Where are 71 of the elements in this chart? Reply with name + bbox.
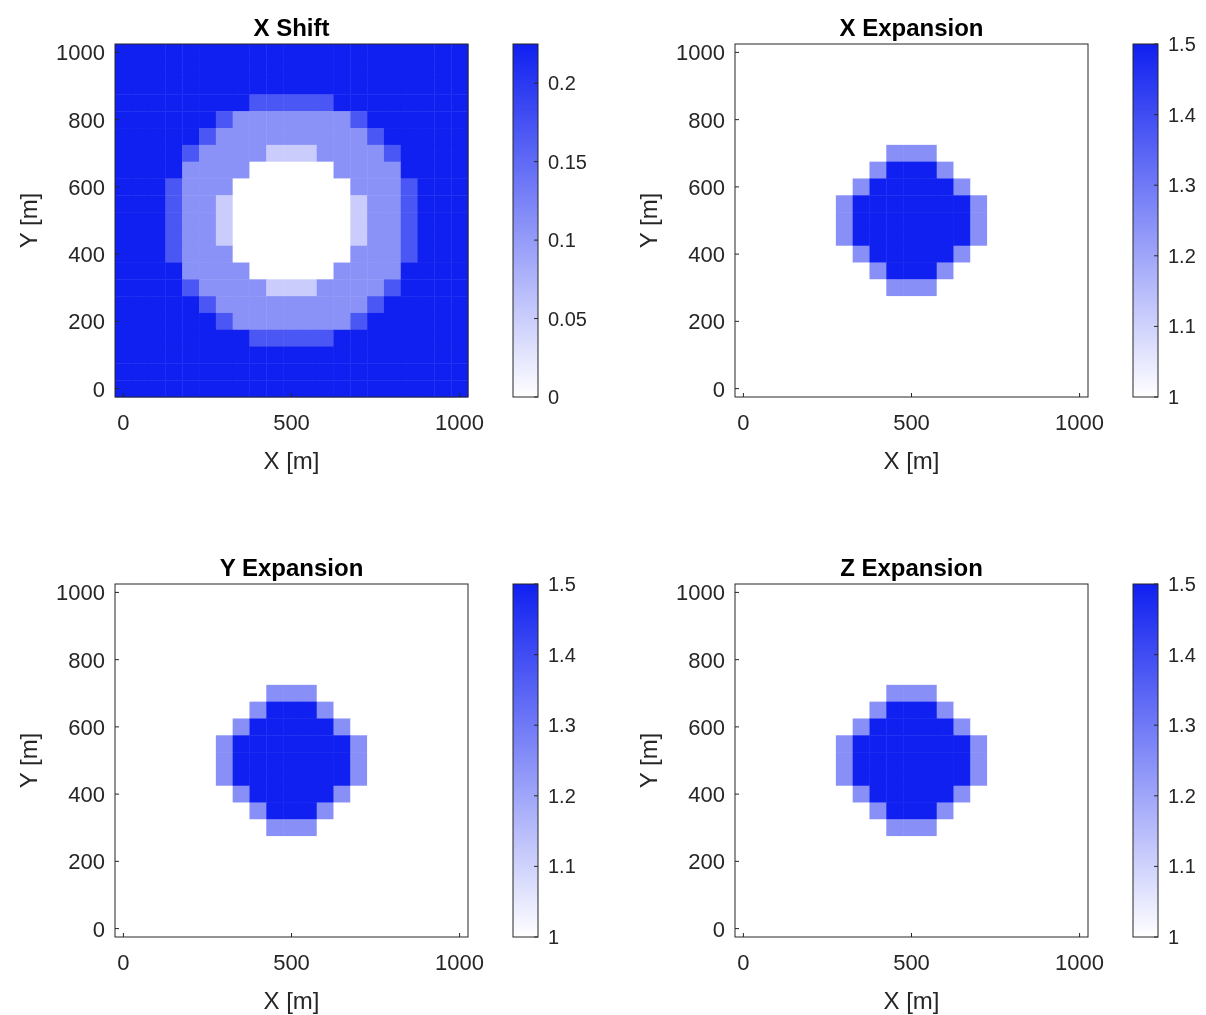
color-bar-label: 1.3 [1168, 174, 1196, 197]
y-axis-title: Y [m] [15, 732, 42, 789]
y-tick-label: 0 [92, 376, 105, 402]
color-bar-label: 1.1 [1168, 315, 1196, 338]
color-bar-label: 0.15 [548, 150, 587, 173]
x-tick-label: 500 [273, 410, 310, 435]
y-tick-label: 600 [68, 714, 105, 740]
y-tick-label: 400 [688, 782, 725, 808]
color-bar-label: 1.4 [1168, 103, 1196, 126]
color-bar-label: 1 [1168, 926, 1180, 948]
x-tick-label: 500 [893, 410, 930, 435]
x-axis-title: X [m] [263, 447, 320, 474]
y-tick-label: 200 [68, 309, 105, 335]
y-tick-label: 200 [688, 309, 725, 335]
chart-title: Z Expansion [840, 554, 983, 581]
y-axis-title: Y [m] [635, 732, 662, 789]
color-bar-label: 1.3 [1168, 714, 1196, 737]
color-bar-label: 1.1 [548, 855, 576, 878]
y-tick-label: 200 [68, 849, 105, 875]
chart-title: X Shift [253, 14, 330, 41]
y-tick-label: 1000 [56, 40, 105, 66]
color-bar-label: 0.1 [548, 229, 576, 252]
y-axis-title: Y [m] [635, 192, 662, 249]
color-bar-label: 1.2 [1168, 244, 1196, 267]
color-bar-label: 1.1 [1168, 855, 1196, 878]
color-bar-label: 1 [548, 926, 560, 948]
color-bar-label: 1.4 [1168, 643, 1196, 666]
y-tick-label: 0 [712, 916, 725, 942]
x-axis-title: X [m] [263, 987, 320, 1014]
y-axis-title: Y [m] [15, 192, 42, 249]
x-tick-label: 500 [273, 950, 310, 975]
x-tick-label: 0 [737, 410, 750, 435]
color-bar-label: 0 [548, 386, 560, 408]
chart-title: Y Expansion [219, 554, 364, 581]
color-bar-label: 1.5 [1168, 573, 1196, 595]
color-bar-label: 0.2 [548, 72, 576, 95]
y-tick-label: 800 [688, 647, 725, 673]
y-tick-label: 800 [68, 647, 105, 673]
x-tick-label: 1000 [435, 410, 485, 435]
color-bar-label: 1.5 [548, 573, 576, 595]
y-tick-label: 0 [92, 916, 105, 942]
x-tick-label: 1000 [1055, 410, 1105, 435]
color-bar-label: 0.05 [548, 307, 587, 330]
y-tick-label: 400 [688, 242, 725, 268]
chart-title: X Expansion [839, 14, 984, 41]
x-tick-label: 0 [737, 950, 750, 975]
color-bar-label: 1.5 [1168, 33, 1196, 55]
x-axis-title: X [m] [883, 987, 940, 1014]
color-bar-label: 1.4 [548, 643, 576, 666]
x-tick-label: 1000 [435, 950, 485, 975]
color-bar-label: 1 [1168, 386, 1180, 408]
y-tick-label: 1000 [676, 580, 725, 606]
y-tick-label: 600 [688, 174, 725, 200]
x-tick-label: 1000 [1055, 950, 1105, 975]
y-tick-label: 1000 [676, 40, 725, 66]
y-tick-label: 800 [688, 107, 725, 133]
color-bar-label: 1.3 [548, 714, 576, 737]
color-bar-label: 1.2 [548, 784, 576, 807]
y-tick-label: 600 [688, 714, 725, 740]
x-tick-label: 500 [893, 950, 930, 975]
color-bar-label: 1.2 [1168, 784, 1196, 807]
x-tick-label: 0 [117, 410, 130, 435]
y-tick-label: 200 [688, 849, 725, 875]
x-tick-label: 0 [117, 950, 130, 975]
y-tick-label: 400 [68, 242, 105, 268]
x-axis-title: X [m] [883, 447, 940, 474]
y-tick-label: 0 [712, 376, 725, 402]
y-tick-label: 1000 [56, 580, 105, 606]
y-tick-label: 400 [68, 782, 105, 808]
y-tick-label: 600 [68, 174, 105, 200]
y-tick-label: 800 [68, 107, 105, 133]
